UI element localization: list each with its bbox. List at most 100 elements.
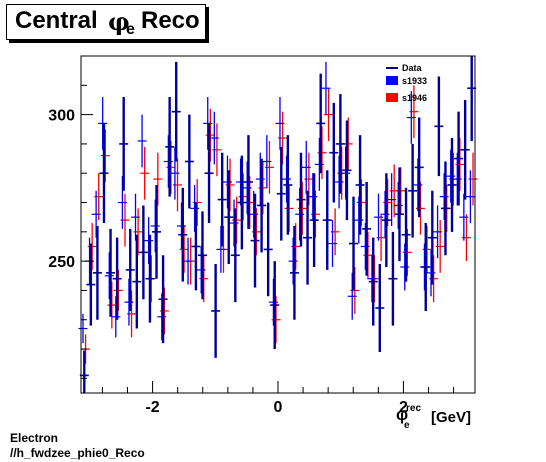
point-data-27 [257, 158, 267, 253]
point-data-24 [237, 155, 247, 250]
chart-axes: 250 300 -2 0 2 [48, 55, 455, 416]
point-s1933-37 [321, 61, 331, 115]
point-s1933-41 [347, 272, 357, 320]
y-tick-label: 250 [48, 254, 75, 271]
title-text: Central [15, 7, 98, 34]
point-data-10 [145, 234, 155, 323]
point-s1946-9 [140, 146, 150, 200]
point-data-5 [112, 237, 122, 320]
point-data-21 [217, 152, 227, 247]
point-s1933-48 [393, 182, 403, 229]
point-data-9 [138, 205, 148, 300]
point-s1933-59 [465, 170, 475, 224]
title-subscript: e [126, 21, 135, 38]
point-data-32 [289, 225, 299, 320]
point-s1933-31 [282, 155, 292, 203]
title-suffix: Reco [141, 7, 200, 34]
point-data-42 [355, 135, 365, 235]
legend: Data s1933 s1946 [386, 63, 427, 103]
point-s1933-6 [117, 176, 127, 229]
point-data-35 [309, 173, 319, 267]
x-tick-label: -2 [145, 399, 159, 416]
point-s1933-20 [209, 111, 219, 165]
point-data-51 [414, 117, 424, 218]
point-s1933-27 [255, 152, 265, 206]
point-data-2 [92, 225, 102, 320]
point-data-46 [381, 173, 391, 267]
point-s1933-50 [406, 91, 416, 144]
point-s1933-13 [163, 135, 173, 188]
plot-frame [80, 55, 476, 394]
point-s1933-54 [433, 205, 443, 259]
point-data-43 [362, 182, 372, 276]
point-data-33 [296, 152, 306, 247]
point-data-41 [349, 196, 359, 291]
point-data-15 [178, 187, 188, 282]
point-s1933-34 [301, 140, 311, 194]
y-tick-label: 300 [48, 108, 75, 125]
point-s1933-25 [242, 161, 252, 215]
point-s1933-0 [78, 313, 88, 344]
point-s1933-39 [334, 155, 344, 209]
point-data-12 [158, 255, 168, 344]
chart-marks [78, 56, 478, 393]
point-s1933-19 [203, 97, 213, 150]
x-axis-label-unit: [GeV] [431, 409, 471, 426]
point-data-44 [368, 237, 378, 326]
point-s1933-4 [104, 252, 114, 300]
point-s1946-4 [107, 281, 117, 329]
point-s1933-47 [387, 173, 397, 226]
point-s1933-38 [328, 220, 338, 267]
point-s1933-30 [275, 97, 285, 150]
x-tick-label: 0 [274, 399, 283, 416]
point-s1933-49 [400, 243, 410, 291]
point-data-49 [401, 187, 411, 282]
point-s1933-8 [131, 193, 141, 241]
legend-label-s1933: s1933 [402, 76, 427, 86]
legend-label-s1946: s1946 [402, 93, 427, 103]
point-s1933-7 [124, 278, 134, 326]
point-data-56 [447, 138, 457, 232]
point-data-13 [165, 97, 175, 197]
point-data-47 [388, 231, 398, 326]
point-data-50 [408, 143, 418, 238]
point-data-8 [132, 234, 142, 329]
x-axis-label: φ rec e [GeV] [396, 403, 471, 431]
point-s1933-9 [137, 114, 147, 168]
point-s1933-15 [176, 202, 186, 250]
legend-swatch-s1946 [386, 93, 398, 102]
point-data-1 [86, 243, 96, 326]
point-data-25 [243, 135, 253, 229]
x-axis-label-sub: e [404, 420, 410, 431]
point-data-7 [125, 228, 135, 311]
point-data-30 [276, 146, 286, 241]
point-data-54 [434, 76, 444, 177]
point-data-3 [99, 123, 109, 224]
point-data-31 [283, 135, 293, 235]
point-data-23 [230, 208, 240, 303]
point-s1933-29 [268, 278, 278, 326]
point-s1933-5 [111, 296, 121, 338]
point-data-16 [184, 114, 194, 209]
point-s1933-23 [229, 199, 239, 247]
x-tick-label: 2 [399, 399, 408, 416]
point-s1946-11 [153, 152, 163, 206]
point-s1933-32 [288, 237, 298, 285]
point-s1933-43 [360, 223, 370, 270]
point-s1933-55 [439, 173, 449, 221]
footer-line-1: Electron [10, 431, 59, 445]
point-s1946-40 [343, 117, 353, 171]
point-s1933-14 [170, 146, 180, 200]
point-s1933-11 [150, 199, 160, 253]
point-data-39 [335, 94, 345, 194]
point-data-34 [303, 190, 313, 285]
point-data-48 [394, 167, 404, 262]
point-s1933-36 [314, 138, 324, 191]
point-s1933-44 [367, 255, 377, 303]
point-s1933-12 [157, 293, 167, 341]
point-s1933-21 [216, 225, 226, 273]
point-s1933-42 [354, 196, 364, 244]
title-phi-symbol: φ [108, 7, 130, 36]
point-s1933-16 [183, 237, 193, 285]
point-s1933-57 [452, 152, 462, 206]
